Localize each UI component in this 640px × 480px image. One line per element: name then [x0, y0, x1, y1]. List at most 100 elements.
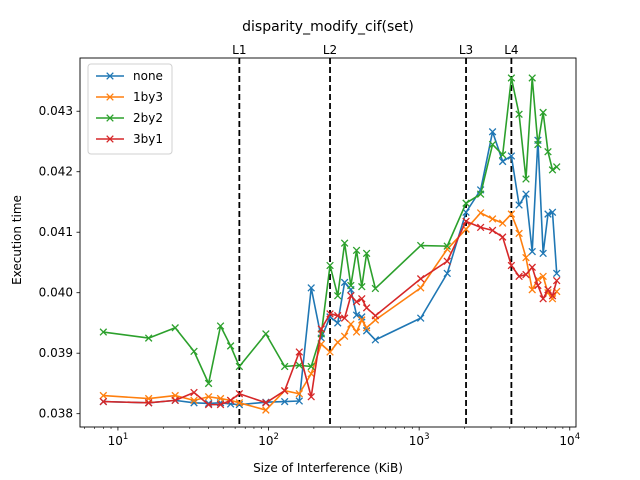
y-tick-label: 0.040: [39, 286, 73, 300]
vline-label: L1: [232, 43, 246, 57]
legend-label-none: none: [133, 69, 163, 83]
data-point-3by1: [99, 397, 108, 406]
data-point-2by2: [216, 322, 225, 330]
y-axis-title: Execution time: [10, 195, 24, 285]
data-point-2by2: [307, 362, 315, 371]
x-tick-label: 103: [409, 432, 430, 448]
data-point-3by1: [333, 311, 342, 320]
data-point-2by2: [443, 242, 451, 250]
chart-title: disparity_modify_cif(set): [242, 19, 414, 35]
data-point-2by2: [476, 190, 485, 198]
data-point-2by2: [226, 342, 235, 350]
data-point-2by2: [462, 199, 470, 207]
data-point-1by3: [498, 219, 507, 227]
data-point-3by1: [190, 388, 198, 397]
data-point-2by2: [347, 281, 355, 290]
data-point-3by1: [443, 257, 451, 266]
plot-area: 101 102 103 104 0.038 0.039 0.040 0.041 0.042 0.0…: [39, 43, 580, 448]
data-point-2by2: [204, 379, 213, 388]
data-point-3by1: [462, 217, 470, 226]
data-point-2by2: [280, 362, 289, 371]
data-point-3by1: [515, 272, 523, 281]
data-point-1by3: [416, 284, 425, 292]
data-point-3by1: [534, 281, 542, 290]
data-point-1by3: [99, 391, 108, 400]
data-point-2by2: [352, 246, 361, 255]
data-point-1by3: [307, 370, 315, 378]
data-point-none: [416, 314, 425, 322]
data-point-1by3: [216, 394, 225, 403]
data-point-3by1: [262, 399, 270, 407]
data-point-none: [515, 201, 523, 209]
data-point-2by2: [522, 175, 530, 183]
data-point-3by1: [226, 396, 235, 405]
data-point-1by3: [507, 210, 516, 218]
data-point-2by2: [416, 241, 425, 250]
vline-label: L2: [323, 43, 337, 57]
data-point-3by1: [358, 294, 366, 303]
data-point-none: [307, 284, 315, 292]
data-point-none: [544, 210, 552, 218]
data-point-2by2: [99, 328, 108, 336]
x-tick-label: 104: [559, 432, 580, 448]
data-point-2by2: [371, 284, 380, 293]
data-point-2by2: [333, 291, 342, 300]
data-point-1by3: [362, 324, 371, 332]
data-point-none: [280, 397, 289, 406]
vline-label: L4: [504, 43, 518, 57]
data-point-2by2: [539, 108, 547, 117]
data-point-1by3: [262, 406, 270, 414]
data-point-none: [507, 152, 516, 160]
data-point-3by1: [539, 294, 547, 303]
data-point-3by1: [204, 400, 213, 409]
data-point-3by1: [235, 389, 244, 398]
data-point-3by1: [522, 270, 530, 279]
x-tick-label: 102: [258, 432, 279, 448]
vline-label: L3: [459, 43, 473, 57]
data-point-1by3: [235, 399, 244, 407]
data-point-2by2: [358, 282, 366, 291]
data-point-3by1: [548, 291, 557, 300]
data-point-none: [204, 399, 213, 408]
series-line-2by2: [103, 77, 558, 385]
data-point-1by3: [548, 294, 557, 303]
data-point-2by2: [340, 239, 349, 247]
axes-frame: [79, 57, 577, 428]
legend-marker-none: [106, 72, 114, 80]
data-point-none: [362, 327, 371, 335]
data-point-2by2: [171, 324, 179, 332]
data-point-2by2: [190, 347, 198, 356]
data-point-1by3: [204, 392, 213, 401]
data-point-1by3: [333, 338, 342, 347]
data-point-2by2: [488, 140, 497, 149]
data-point-none: [539, 249, 547, 258]
data-point-3by1: [340, 314, 349, 322]
legend-label-2by2: 2by2: [133, 111, 163, 125]
x-axis-title: Size of Interference (KiB): [253, 461, 403, 475]
data-point-2by2: [326, 261, 334, 270]
data-point-none: [340, 278, 349, 287]
data-point-2by2: [235, 362, 244, 371]
data-point-3by1: [317, 325, 326, 333]
data-point-2by2: [144, 334, 153, 342]
data-point-2by2: [548, 166, 557, 174]
data-point-3by1: [144, 399, 153, 407]
data-point-3by1: [326, 310, 334, 318]
data-point-1by3: [352, 328, 361, 336]
data-point-none: [371, 336, 380, 344]
x-tick-label: 101: [108, 432, 129, 448]
data-point-3by1: [507, 261, 516, 270]
data-point-none: [548, 208, 557, 217]
data-point-2by2: [552, 163, 561, 171]
data-point-none: [552, 269, 561, 278]
data-point-none: [498, 157, 507, 166]
data-point-none: [522, 190, 530, 198]
data-point-3by1: [280, 386, 289, 395]
legend-marker-3by1: [106, 135, 114, 143]
data-point-none: [488, 128, 497, 136]
data-point-none: [333, 319, 342, 327]
y-tick-label: 0.043: [39, 104, 73, 118]
data-point-3by1: [498, 233, 507, 241]
data-point-1by3: [522, 253, 530, 262]
